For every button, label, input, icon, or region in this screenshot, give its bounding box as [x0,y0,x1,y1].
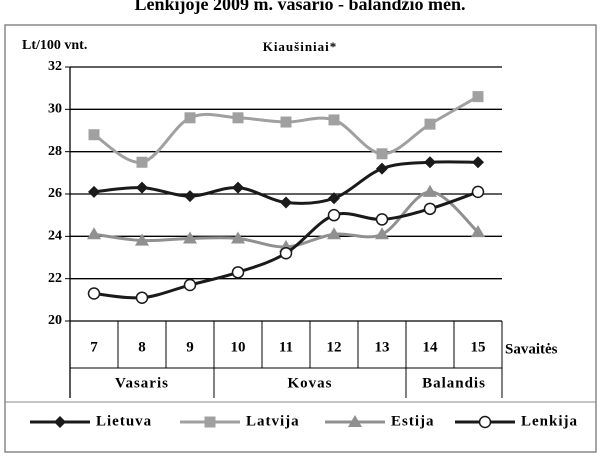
group-label: Balandis [422,375,486,391]
point [232,112,244,124]
legend-label: Lietuva [96,413,152,429]
point [87,287,101,300]
point [88,185,100,198]
point [424,118,436,130]
point [279,247,293,260]
point [376,148,388,160]
point [135,291,149,304]
frame [4,24,597,453]
y-tick-label: 20 [48,313,62,328]
point [328,192,340,205]
x-tick-label: 10 [231,339,246,355]
x-tick-label: 11 [279,339,293,355]
x-axis-label: Savaitės [505,341,558,357]
x-tick-label: 7 [90,339,98,355]
point [327,208,341,222]
x-tick-label: 8 [138,339,146,355]
x-tick-label: 9 [186,339,194,355]
point [375,227,389,240]
point [424,156,436,169]
point [280,196,292,209]
point [135,233,149,246]
y-tick-label: 28 [48,144,62,159]
y-tick-label: 26 [48,186,62,201]
y-tick-label: 24 [48,229,62,244]
point [87,227,101,240]
point [280,116,292,128]
y-tick-label: 22 [48,271,62,286]
point [231,231,245,244]
point [88,129,100,141]
x-tick-label: 12 [327,339,342,355]
legend-marker [204,416,216,428]
chart-title: Lenkijoje 2009 m. vasario - balandžio mė… [135,0,466,14]
point [136,156,148,168]
point [136,181,148,194]
point [232,181,244,194]
group-label: Vasaris [115,375,169,391]
legend-label: Latvija [246,413,300,429]
legend-marker [54,416,66,428]
point [328,114,340,126]
legend-marker [348,415,362,427]
point [423,202,437,216]
point [184,112,196,124]
point [231,266,245,279]
legend-label: Lenkija [521,413,578,429]
point [471,185,485,199]
point [423,184,437,197]
x-tick-label: 14 [423,339,439,355]
series-line [93,95,479,164]
point [375,213,389,226]
y-tick-label: 30 [48,102,62,117]
point [471,225,485,238]
legend-marker [478,415,492,429]
point [472,91,484,103]
y-axis-label: Lt/100 vnt. [22,38,87,53]
x-tick-label: 15 [471,339,486,355]
subtitle: Kiaušiniai* [263,39,338,54]
point [327,227,341,240]
y-tick-label: 32 [48,59,62,74]
point [184,190,196,203]
point [183,278,197,292]
point [183,231,197,244]
point [376,162,388,175]
legend-label: Estija [391,413,435,429]
group-label: Kovas [287,375,332,391]
x-tick-label: 13 [375,339,390,355]
point [472,156,484,169]
